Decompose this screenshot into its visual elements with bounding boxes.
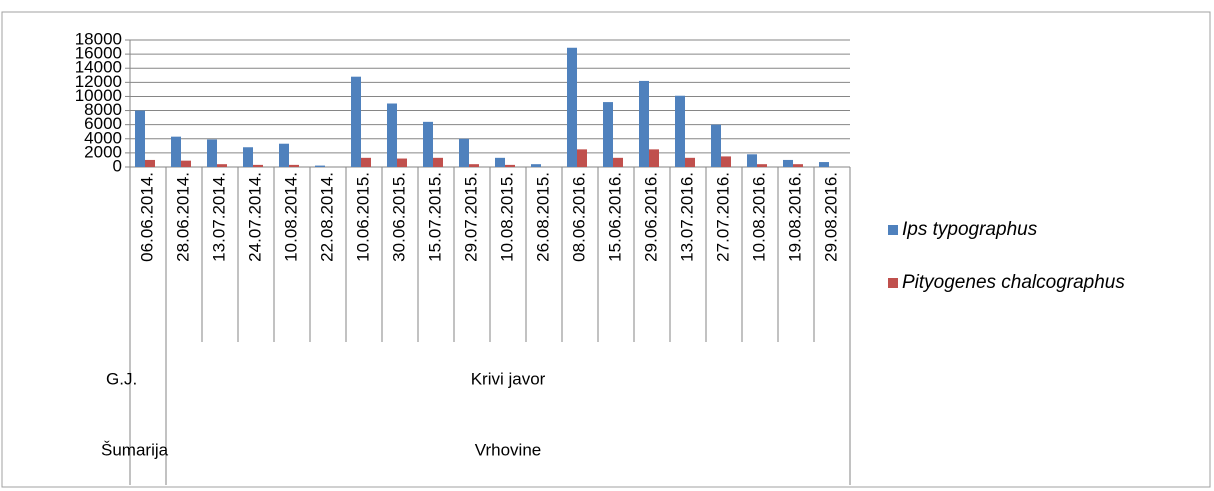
bar <box>819 162 829 167</box>
legend-label: Pityogenes chalcographus <box>902 272 1125 293</box>
legend-swatch <box>888 225 898 235</box>
x-tick-label: 29.06.2016. <box>641 172 660 262</box>
y-tick-label: 2000 <box>84 142 122 161</box>
bar <box>243 147 253 167</box>
group-label: Vrhovine <box>475 440 541 459</box>
bar <box>531 164 541 167</box>
x-tick-label: 29.08.2016. <box>821 172 840 262</box>
bar <box>361 157 371 167</box>
bar <box>387 103 397 167</box>
bar <box>351 76 361 167</box>
bar <box>495 157 505 167</box>
bar <box>639 80 649 167</box>
bar <box>747 154 757 167</box>
bar <box>613 157 623 167</box>
x-tick-label: 15.07.2015. <box>425 172 444 262</box>
x-tick-label: 10.08.2014. <box>281 172 300 262</box>
bar <box>675 95 685 167</box>
y-tick-label: 14000 <box>75 58 122 77</box>
bar <box>459 138 469 167</box>
x-tick-label: 15.06.2016. <box>605 172 624 262</box>
x-tick-label: 26.08.2015. <box>533 172 552 262</box>
x-tick-label: 10.08.2015. <box>497 172 516 262</box>
x-tick-label: 19.08.2016. <box>785 172 804 262</box>
x-tick-label: 13.07.2014. <box>209 172 228 262</box>
x-tick-label: 22.08.2014. <box>317 172 336 262</box>
bar <box>433 157 443 167</box>
bar <box>145 159 155 167</box>
x-tick-label: 28.06.2014. <box>173 172 192 262</box>
bar <box>289 164 299 167</box>
bar <box>577 149 587 167</box>
y-tick-label: 6000 <box>84 114 122 133</box>
x-tick-label: 24.07.2014. <box>245 172 264 262</box>
bar <box>207 139 217 167</box>
y-tick-label: 10000 <box>75 86 122 105</box>
bar <box>793 164 803 167</box>
y-tick-label: 8000 <box>84 100 122 119</box>
x-tick-label: 30.06.2015. <box>389 172 408 262</box>
x-tick-label: 10.06.2015. <box>353 172 372 262</box>
x-tick-label: 08.06.2016. <box>569 172 588 262</box>
y-tick-label: 4000 <box>84 128 122 147</box>
bar <box>757 164 767 167</box>
level-title: Šumarija <box>101 440 169 459</box>
x-tick-label: 13.07.2016. <box>677 172 696 262</box>
level-title: G.J. <box>106 369 137 388</box>
bar <box>505 164 515 167</box>
y-tick-label: 16000 <box>75 44 122 63</box>
y-tick-label: 18000 <box>75 29 122 48</box>
group-label: Krivi javor <box>471 369 546 388</box>
y-tick-label: 12000 <box>75 72 122 91</box>
bar <box>603 102 613 167</box>
y-tick-label: 0 <box>113 156 122 175</box>
bar <box>685 157 695 167</box>
bar <box>711 124 721 167</box>
bar <box>171 136 181 167</box>
bar <box>217 164 227 167</box>
legend-label: Ips typographus <box>902 219 1038 240</box>
x-tick-label: 06.06.2014. <box>137 172 156 262</box>
legend-swatch <box>888 278 898 288</box>
bar <box>135 110 145 167</box>
bar <box>315 165 325 167</box>
bar <box>279 143 289 167</box>
bar <box>469 164 479 167</box>
bar <box>649 149 659 167</box>
x-tick-label: 10.08.2016. <box>749 172 768 262</box>
bar <box>397 158 407 167</box>
bar <box>423 121 433 167</box>
bar <box>783 159 793 167</box>
chart-border <box>1 11 1211 488</box>
bar <box>721 156 731 167</box>
bar <box>253 164 263 167</box>
x-tick-label: 27.07.2016. <box>713 172 732 262</box>
x-tick-label: 29.07.2015. <box>461 172 480 262</box>
bar <box>567 47 577 168</box>
bar <box>181 160 191 167</box>
